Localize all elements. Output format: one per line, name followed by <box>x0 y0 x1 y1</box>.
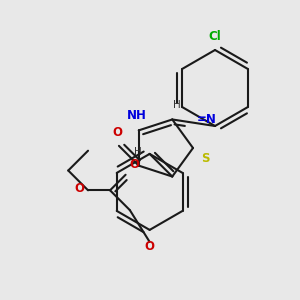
Text: =N: =N <box>196 113 216 127</box>
Text: O: O <box>112 126 122 139</box>
Text: O: O <box>74 182 84 195</box>
Text: H: H <box>134 147 142 157</box>
Text: Cl: Cl <box>208 30 221 43</box>
Text: S: S <box>201 152 209 165</box>
Text: O: O <box>130 158 140 171</box>
Text: H: H <box>173 100 181 110</box>
Text: NH: NH <box>127 110 147 122</box>
Text: O: O <box>145 240 154 253</box>
